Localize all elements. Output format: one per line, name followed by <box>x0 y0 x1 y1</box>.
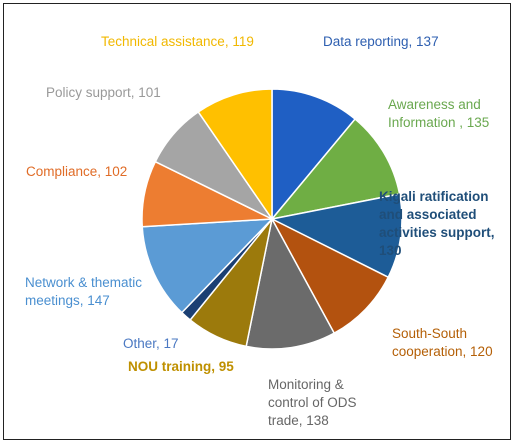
pie-slice-0 <box>271 88 357 222</box>
pie-slice-3 <box>270 217 390 335</box>
label-other: Other, 17 <box>123 336 179 351</box>
pie-chart <box>141 88 403 350</box>
pie-slice-7 <box>141 218 274 314</box>
pie-slice-10 <box>197 88 273 222</box>
label-policy-support: Policy support, 101 <box>46 85 161 100</box>
label-awareness-information: Awareness and Information , 135 <box>388 97 490 130</box>
label-nou-training: NOU training, 95 <box>128 359 234 374</box>
pie-slice-1 <box>270 117 401 221</box>
chart-frame: Data reporting, 137 Awareness and Inform… <box>3 3 511 440</box>
label-kigali-ratification: Kigali ratification and associated activ… <box>379 189 495 258</box>
label-south-south-cooperation: South-South cooperation, 120 <box>392 326 493 359</box>
label-monitoring-ods-trade: Monitoring & control of ODS trade, 138 <box>268 377 357 428</box>
pie-slice-2 <box>269 193 403 279</box>
label-compliance: Compliance, 102 <box>26 164 128 179</box>
label-network-thematic-meetings: Network & thematic meetings, 147 <box>25 275 143 308</box>
label-data-reporting: Data reporting, 137 <box>323 34 439 49</box>
label-technical-assistance: Technical assistance, 119 <box>101 34 254 49</box>
pie-slice-4 <box>245 216 336 350</box>
